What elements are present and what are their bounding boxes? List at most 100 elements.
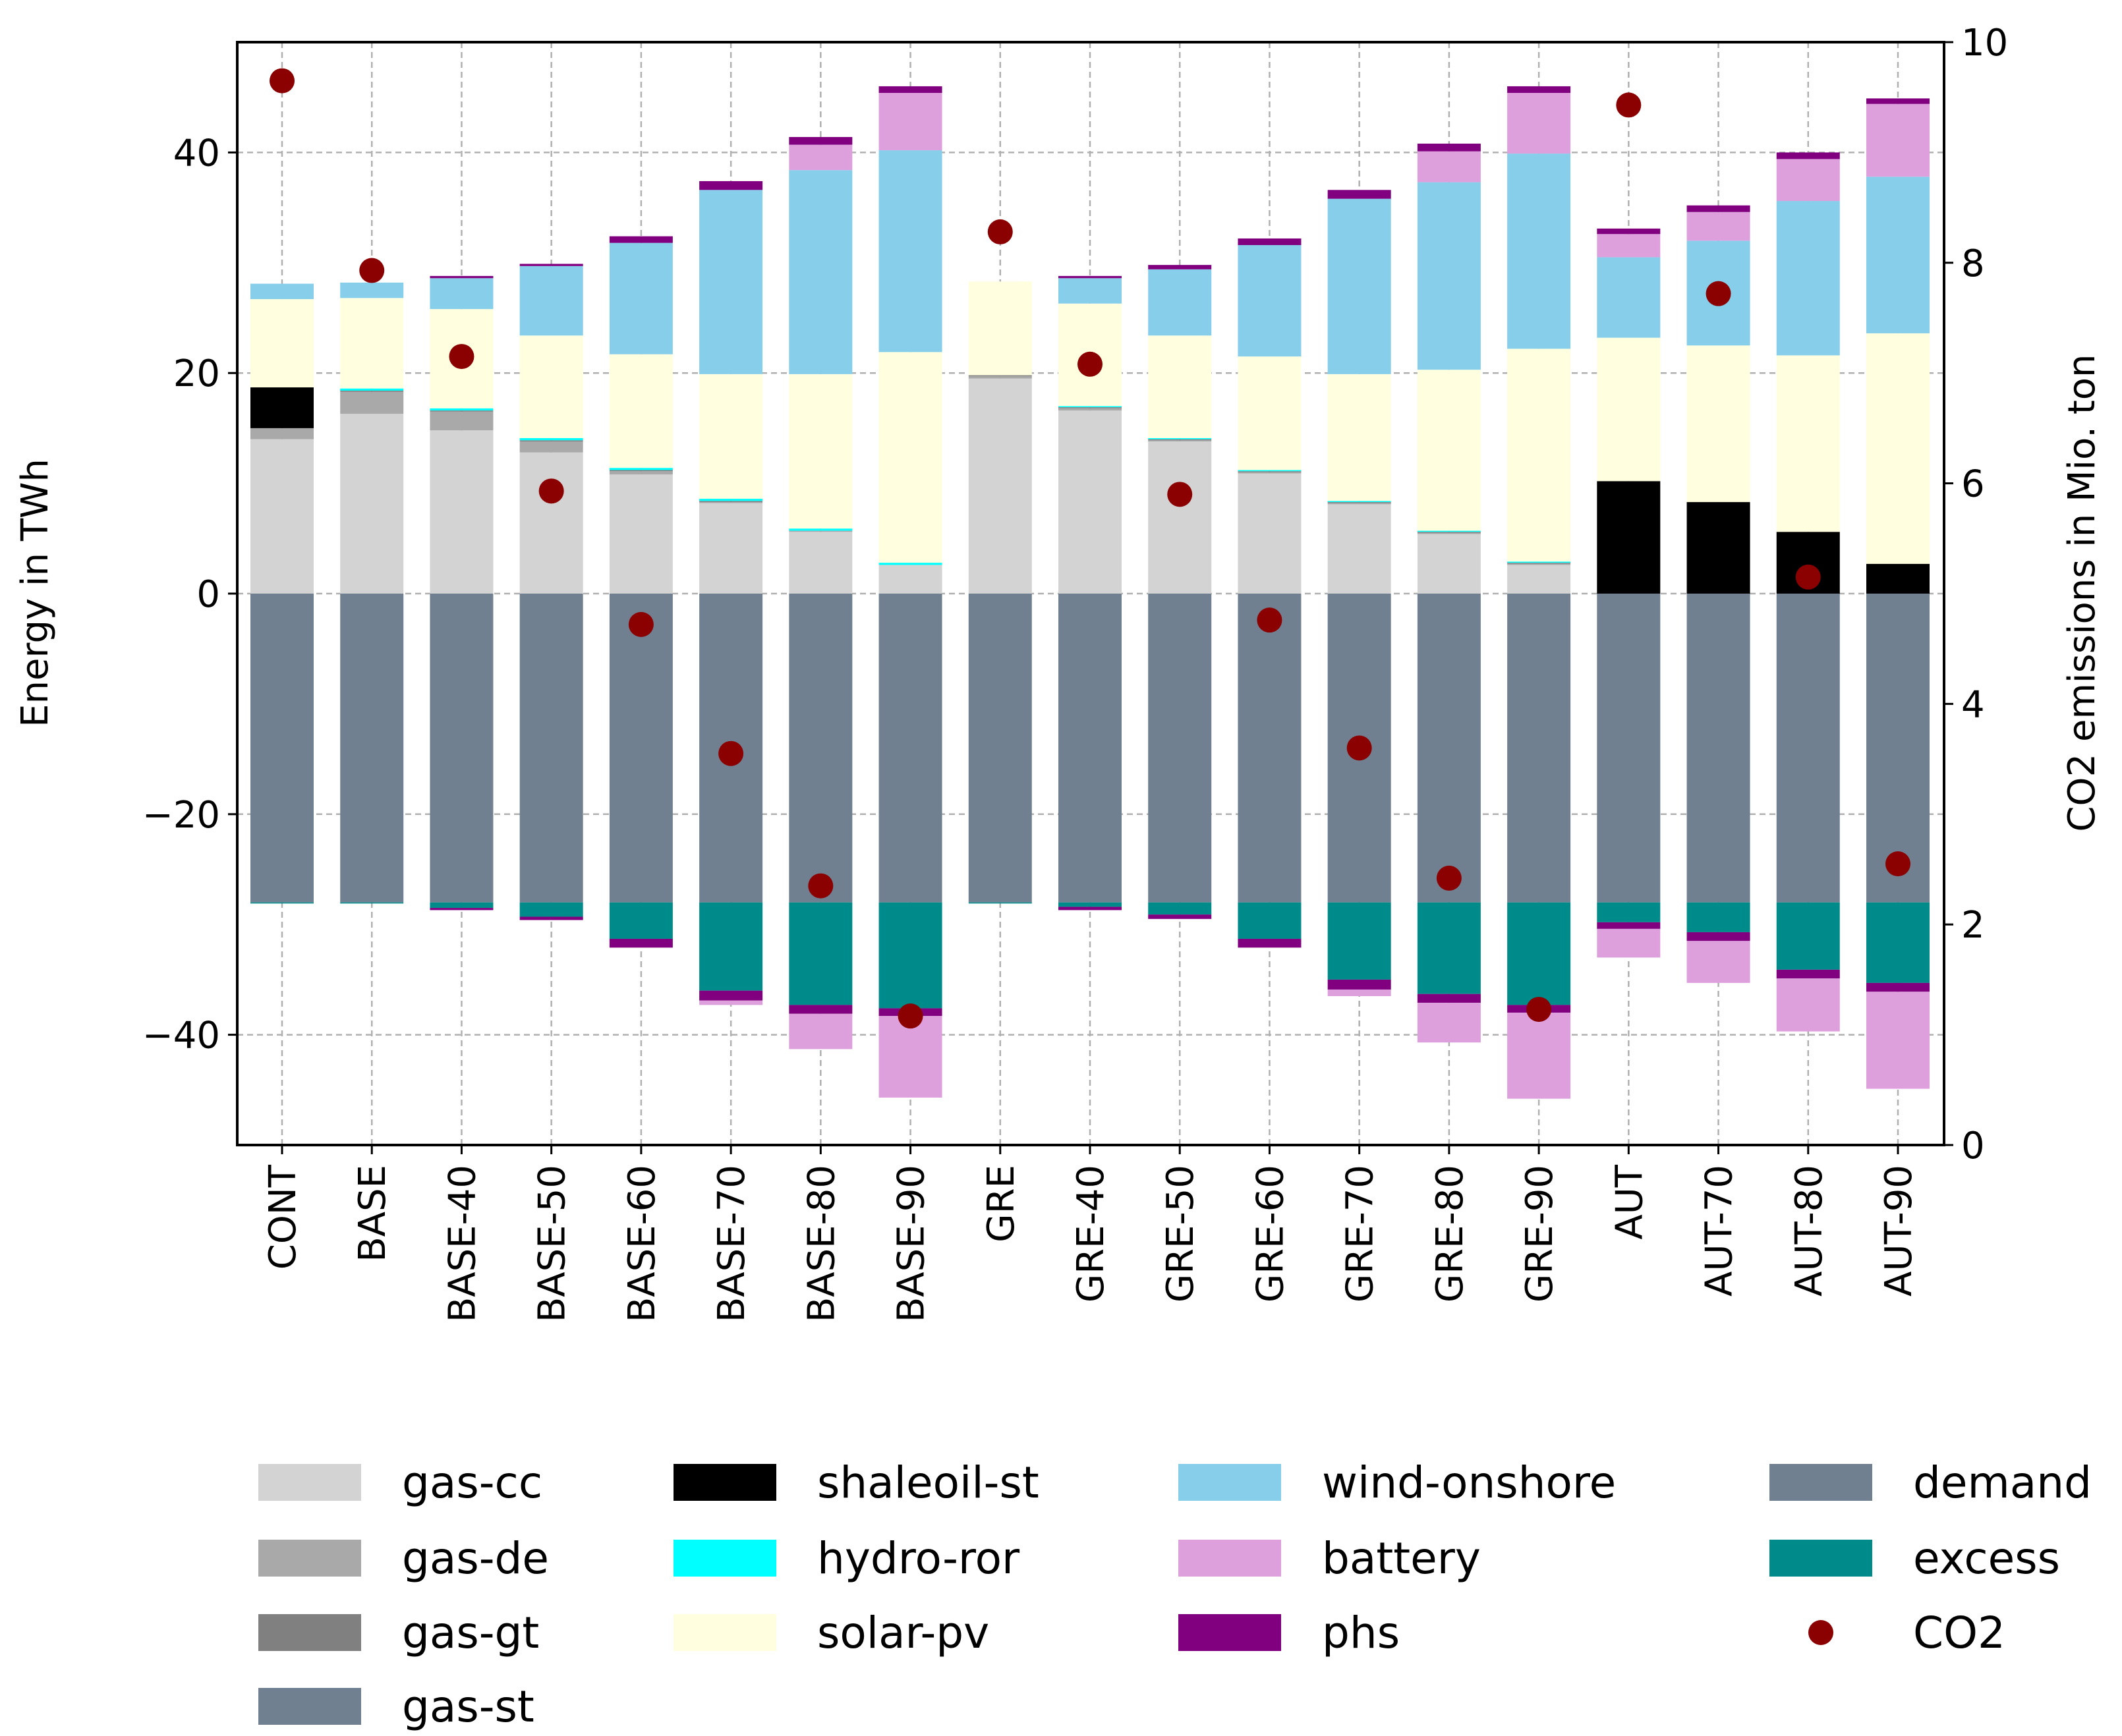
- bar-neg-phs-base-70: [699, 990, 763, 1001]
- bar-neg-phs-aut-90: [1866, 982, 1930, 992]
- legend-swatch-solar-pv: [674, 1614, 776, 1651]
- bar-gas-gt-base: [340, 390, 404, 392]
- bar-neg-excess-gre-80: [1417, 902, 1481, 994]
- legend-label-gas-gt: gas-gt: [402, 1608, 539, 1658]
- bar-gas-gt-base-60: [609, 470, 673, 472]
- legend-label-co2: CO2: [1913, 1608, 2005, 1658]
- bar-neg-demand-gre-50: [1148, 594, 1212, 903]
- bar-solar-pv-gre-60: [1238, 356, 1302, 470]
- bar-neg-excess-aut-90: [1866, 902, 1930, 983]
- bar-wind-onshore-aut-80: [1776, 201, 1840, 356]
- legend-label-battery: battery: [1322, 1533, 1481, 1584]
- bar-neg-phs-aut-80: [1776, 969, 1840, 979]
- x-tick-label-gre-80: GRE-80: [1429, 1165, 1472, 1302]
- co2-point-gre: [987, 219, 1013, 244]
- bar-phs-base-80: [789, 136, 853, 145]
- y-axis-label-left: Energy in TWh: [14, 459, 57, 727]
- bar-neg-phs-gre-80: [1417, 994, 1481, 1003]
- co2-point-base-90: [898, 1003, 923, 1029]
- x-tick-label-aut-80: AUT-80: [1788, 1165, 1831, 1297]
- bar-neg-phs-gre-70: [1327, 979, 1391, 990]
- bar-neg-demand-base-50: [519, 594, 583, 903]
- bar-neg-excess-base-80: [789, 902, 853, 1005]
- bar-battery-aut-80: [1776, 159, 1840, 202]
- bar-neg-demand-base-40: [430, 594, 494, 903]
- legend-swatch-hydro-ror: [674, 1540, 776, 1577]
- bar-neg-excess-gre: [968, 902, 1032, 904]
- x-tick-label-base-80: BASE-80: [800, 1165, 843, 1322]
- bar-hydro-ror-base-80: [789, 528, 853, 531]
- bar-gas-de-base-70: [699, 502, 763, 503]
- x-tick-label-aut: AUT: [1608, 1164, 1651, 1239]
- legend-label-wind-onshore: wind-onshore: [1322, 1457, 1616, 1508]
- bar-solar-pv-cont: [250, 299, 314, 387]
- bar-gas-cc-base-60: [609, 474, 673, 594]
- bar-wind-onshore-gre-50: [1148, 269, 1212, 336]
- bar-neg-phs-aut: [1597, 922, 1661, 929]
- bars: [250, 86, 1930, 1099]
- x-tick-label-base-90: BASE-90: [890, 1165, 933, 1322]
- bar-phs-gre-90: [1507, 86, 1571, 94]
- legend-swatch-gas-gt: [258, 1614, 361, 1651]
- bar-neg-excess-gre-60: [1238, 902, 1302, 939]
- x-tick-label-base-50: BASE-50: [531, 1165, 574, 1322]
- bar-neg-demand-base-60: [609, 594, 673, 903]
- bar-phs-gre-40: [1058, 275, 1122, 279]
- bar-hydro-ror-base-50: [519, 437, 583, 441]
- legend-swatch-gas-cc: [258, 1464, 361, 1501]
- bar-neg-battery-gre-80: [1417, 1003, 1481, 1043]
- bar-wind-onshore-gre-80: [1417, 182, 1481, 370]
- bar-gas-de-base-80: [789, 530, 853, 532]
- bar-phs-base-90: [878, 86, 942, 94]
- bar-gas-de-gre-90: [1507, 563, 1571, 565]
- bar-gas-cc-base: [340, 414, 404, 594]
- bar-gas-gt-gre-50: [1148, 439, 1212, 441]
- bar-hydro-ror-base-70: [699, 499, 763, 501]
- axes: −40 −20 0 20 40 0 2 4 6 8 10 CONT BASE BASE-40 BASE-50…: [142, 22, 2008, 1322]
- bar-neg-excess-gre-90: [1507, 902, 1571, 1005]
- bar-neg-battery-aut-80: [1776, 978, 1840, 1032]
- bar-neg-demand-gre-60: [1238, 594, 1302, 903]
- bar-neg-demand-gre: [968, 594, 1032, 903]
- bar-neg-demand-gre-40: [1058, 594, 1122, 903]
- bar-phs-aut-70: [1686, 205, 1750, 212]
- bar-solar-pv-gre: [968, 281, 1032, 376]
- bar-gas-cc-cont: [250, 439, 314, 594]
- bar-wind-onshore-cont: [250, 283, 314, 300]
- bar-neg-battery-gre-70: [1327, 989, 1391, 997]
- x-tick-label-base-60: BASE-60: [621, 1165, 664, 1322]
- bar-phs-base-60: [609, 236, 673, 243]
- y-axis-label-right: CO2 emissions in Mio. ton: [2061, 354, 2104, 831]
- bar-gas-de-base-40: [430, 411, 494, 431]
- bar-hydro-ror-gre-80: [1417, 530, 1481, 532]
- bar-wind-onshore-gre-70: [1327, 198, 1391, 374]
- legend-label-hydro-ror: hydro-ror: [817, 1533, 1020, 1584]
- bar-gas-gt-gre-40: [1058, 407, 1122, 408]
- legend-swatch-shaleoil-st: [674, 1464, 776, 1501]
- bar-neg-excess-base-60: [609, 902, 673, 939]
- bar-solar-pv-base-50: [519, 335, 583, 438]
- bar-gas-cc-gre-80: [1417, 534, 1481, 594]
- x-tick-label-gre-70: GRE-70: [1339, 1165, 1382, 1302]
- bar-neg-demand-aut: [1597, 594, 1661, 903]
- bar-gas-de-base-60: [609, 471, 673, 475]
- bar-solar-pv-gre-50: [1148, 335, 1212, 438]
- bar-gas-de-cont: [250, 428, 314, 439]
- bar-hydro-ror-base-90: [878, 563, 942, 565]
- co2-point-base-70: [718, 741, 744, 766]
- legend-swatch-gas-de: [258, 1540, 361, 1577]
- y-tick-label-left: −20: [142, 794, 220, 837]
- bar-neg-excess-aut-80: [1776, 902, 1840, 970]
- bar-solar-pv-base: [340, 298, 404, 389]
- bar-gas-gt-gre: [968, 375, 1032, 377]
- bar-gas-de-gre-60: [1238, 472, 1302, 474]
- bar-neg-excess-base-40: [430, 902, 494, 909]
- bar-wind-onshore-aut-90: [1866, 177, 1930, 333]
- bar-gas-de-gre-40: [1058, 408, 1122, 411]
- co2-point-gre-80: [1436, 865, 1462, 891]
- bar-neg-demand-cont: [250, 594, 314, 903]
- y-tick-label-right: 4: [1961, 683, 1985, 726]
- bar-battery-aut: [1597, 234, 1661, 258]
- bar-neg-demand-aut-80: [1776, 594, 1840, 903]
- co2-point-base-50: [538, 478, 564, 504]
